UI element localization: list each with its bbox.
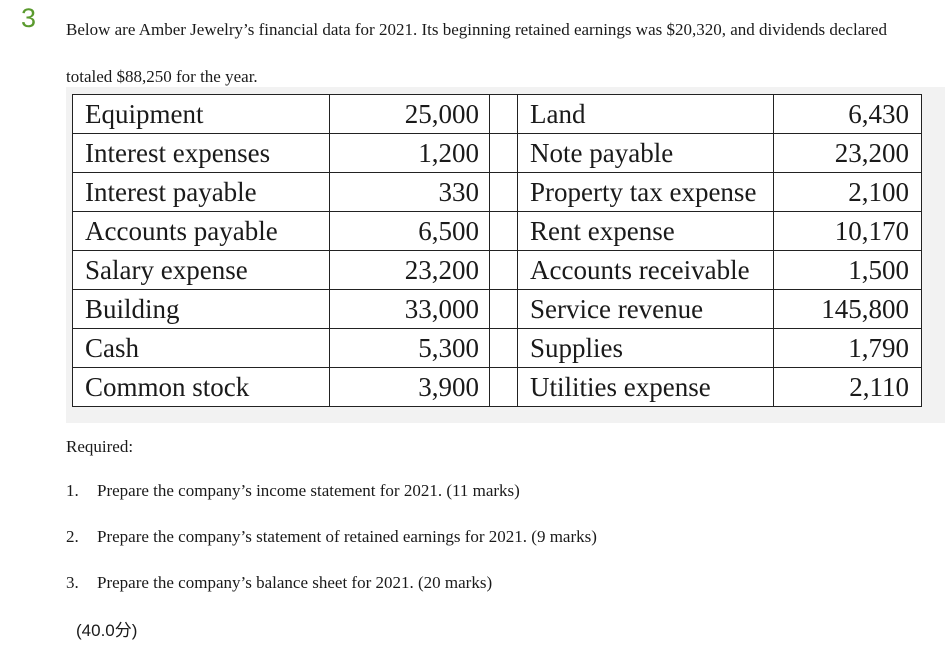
account-name-cell: Interest expenses bbox=[72, 133, 330, 173]
requirement-text: Prepare the company’s statement of retai… bbox=[97, 527, 597, 546]
column-gap bbox=[489, 133, 518, 173]
financial-data-panel: Equipment 25,000 Land 6,430 Interest expense… bbox=[66, 87, 945, 423]
account-value-cell: 1,200 bbox=[329, 133, 490, 173]
account-value-cell: 1,790 bbox=[773, 328, 922, 368]
account-name-cell: Supplies bbox=[517, 328, 774, 368]
account-value-cell: 5,300 bbox=[329, 328, 490, 368]
question-number: 3 bbox=[21, 3, 37, 33]
account-name-cell: Equipment bbox=[72, 94, 330, 134]
table-row: Cash 5,300 Supplies 1,790 bbox=[72, 328, 922, 368]
account-name-cell: Service revenue bbox=[517, 289, 774, 329]
account-name-cell: Accounts receivable bbox=[517, 250, 774, 290]
question-intro: Below are Amber Jewelry’s financial data… bbox=[66, 20, 887, 86]
table-row: Equipment 25,000 Land 6,430 bbox=[72, 94, 922, 134]
account-name-cell: Cash bbox=[72, 328, 330, 368]
account-name-cell: Accounts payable bbox=[72, 211, 330, 251]
account-name-cell: Rent expense bbox=[517, 211, 774, 251]
requirement-item: 1. Prepare the company’s income statemen… bbox=[66, 480, 597, 526]
account-name-cell: Note payable bbox=[517, 133, 774, 173]
requirement-text: Prepare the company’s income statement f… bbox=[97, 481, 520, 500]
account-value-cell: 23,200 bbox=[773, 133, 922, 173]
column-gap bbox=[489, 211, 518, 251]
requirement-number: 3. bbox=[66, 573, 79, 592]
column-gap bbox=[489, 250, 518, 290]
account-value-cell: 6,430 bbox=[773, 94, 922, 134]
requirements-list: 1. Prepare the company’s income statemen… bbox=[66, 480, 597, 618]
table-row: Building 33,000 Service revenue 145,800 bbox=[72, 289, 922, 329]
account-value-cell: 23,200 bbox=[329, 250, 490, 290]
account-value-cell: 10,170 bbox=[773, 211, 922, 251]
account-value-cell: 2,110 bbox=[773, 367, 922, 407]
financial-data-table: Equipment 25,000 Land 6,430 Interest expense… bbox=[72, 94, 922, 407]
account-name-cell: Utilities expense bbox=[517, 367, 774, 407]
column-gap bbox=[489, 172, 518, 212]
column-gap bbox=[489, 94, 518, 134]
account-name-cell: Property tax expense bbox=[517, 172, 774, 212]
requirement-number: 2. bbox=[66, 527, 79, 546]
account-value-cell: 330 bbox=[329, 172, 490, 212]
account-value-cell: 145,800 bbox=[773, 289, 922, 329]
table-row: Common stock 3,900 Utilities expense 2,110 bbox=[72, 367, 922, 407]
requirement-item: 2. Prepare the company’s statement of re… bbox=[66, 526, 597, 572]
account-value-cell: 3,900 bbox=[329, 367, 490, 407]
table-row: Accounts payable 6,500 Rent expense 10,170 bbox=[72, 211, 922, 251]
account-value-cell: 33,000 bbox=[329, 289, 490, 329]
total-marks: (40.0分) bbox=[76, 621, 138, 640]
account-name-cell: Building bbox=[72, 289, 330, 329]
table-row: Interest payable 330 Property tax expense 2… bbox=[72, 172, 922, 212]
requirement-text: Prepare the company’s balance sheet for … bbox=[97, 573, 493, 592]
requirement-number: 1. bbox=[66, 481, 79, 500]
column-gap bbox=[489, 367, 518, 407]
table-row: Interest expenses 1,200 Note payable 23,200 bbox=[72, 133, 922, 173]
account-name-cell: Land bbox=[517, 94, 774, 134]
account-name-cell: Common stock bbox=[72, 367, 330, 407]
account-name-cell: Interest payable bbox=[72, 172, 330, 212]
required-label: Required: bbox=[66, 437, 134, 456]
account-name-cell: Salary expense bbox=[72, 250, 330, 290]
requirement-item: 3. Prepare the company’s balance sheet f… bbox=[66, 572, 597, 618]
account-value-cell: 2,100 bbox=[773, 172, 922, 212]
account-value-cell: 6,500 bbox=[329, 211, 490, 251]
table-row: Salary expense 23,200 Accounts receivable 1… bbox=[72, 250, 922, 290]
column-gap bbox=[489, 328, 518, 368]
account-value-cell: 25,000 bbox=[329, 94, 490, 134]
account-value-cell: 1,500 bbox=[773, 250, 922, 290]
column-gap bbox=[489, 289, 518, 329]
